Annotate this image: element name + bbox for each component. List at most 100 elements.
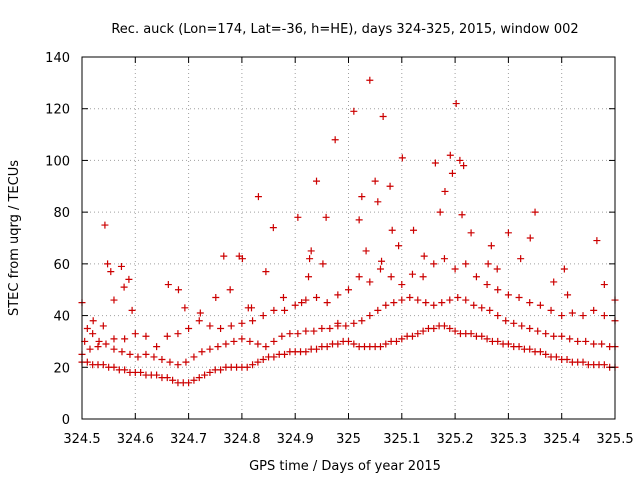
data-point bbox=[150, 353, 158, 361]
data-point bbox=[110, 335, 118, 343]
x-tick-label: 325.3 bbox=[490, 432, 527, 447]
data-point bbox=[550, 278, 558, 286]
data-point bbox=[259, 356, 267, 364]
data-point bbox=[270, 306, 278, 314]
x-tick-label: 325.2 bbox=[436, 432, 473, 447]
data-point bbox=[302, 348, 310, 356]
data-point bbox=[438, 299, 446, 307]
data-point bbox=[350, 319, 358, 327]
data-point bbox=[388, 226, 396, 234]
data-point bbox=[467, 330, 475, 338]
grid-lines bbox=[82, 57, 615, 419]
data-point bbox=[355, 273, 363, 281]
data-point bbox=[220, 252, 228, 260]
data-point bbox=[534, 327, 542, 335]
data-point bbox=[472, 273, 480, 281]
data-point bbox=[270, 337, 278, 345]
data-point bbox=[323, 343, 331, 351]
data-point bbox=[294, 213, 302, 221]
data-point bbox=[494, 312, 502, 320]
data-point bbox=[142, 332, 150, 340]
data-point bbox=[345, 286, 352, 294]
data-point bbox=[510, 319, 518, 327]
data-point bbox=[302, 327, 310, 335]
data-point bbox=[600, 361, 608, 369]
data-point bbox=[358, 317, 366, 325]
data-point bbox=[238, 319, 246, 327]
data-point bbox=[374, 198, 382, 206]
data-point bbox=[484, 260, 492, 268]
data-point bbox=[454, 293, 462, 301]
data-point bbox=[494, 337, 502, 345]
data-point bbox=[419, 273, 427, 281]
data-point bbox=[452, 100, 460, 108]
data-point bbox=[395, 242, 403, 250]
y-axis-ticks: 0 20 40 60 80 100 120 140 bbox=[45, 51, 615, 428]
data-point bbox=[142, 350, 150, 358]
data-point bbox=[166, 358, 174, 366]
data-point bbox=[201, 371, 209, 379]
data-point bbox=[158, 356, 166, 364]
data-point bbox=[448, 169, 456, 177]
data-point bbox=[483, 335, 491, 343]
data-point bbox=[536, 301, 544, 309]
data-point bbox=[281, 306, 289, 314]
data-point bbox=[94, 343, 102, 351]
x-tick-label: 324.6 bbox=[117, 432, 154, 447]
data-point bbox=[294, 330, 302, 338]
data-point bbox=[358, 193, 366, 201]
data-point bbox=[206, 368, 214, 376]
x-tick-label: 324.9 bbox=[277, 432, 314, 447]
data-point bbox=[174, 286, 182, 294]
data-point bbox=[305, 273, 313, 281]
data-point bbox=[378, 257, 386, 265]
data-points bbox=[78, 76, 619, 387]
data-point bbox=[110, 363, 118, 371]
data-point bbox=[600, 281, 608, 289]
data-point bbox=[313, 345, 321, 353]
data-point bbox=[478, 332, 486, 340]
data-point bbox=[550, 332, 558, 340]
data-point bbox=[222, 340, 230, 348]
data-point bbox=[121, 335, 129, 343]
data-point bbox=[458, 211, 466, 219]
data-point bbox=[164, 281, 172, 289]
data-point bbox=[600, 312, 608, 320]
data-point bbox=[99, 322, 107, 330]
data-point bbox=[174, 330, 182, 338]
data-point bbox=[243, 363, 251, 371]
y-tick-label: 20 bbox=[53, 361, 70, 376]
data-point bbox=[247, 304, 255, 312]
data-point bbox=[494, 286, 502, 294]
data-point bbox=[214, 343, 222, 351]
data-point bbox=[518, 322, 526, 330]
x-tick-label: 324.5 bbox=[63, 432, 100, 447]
data-point bbox=[582, 337, 590, 345]
data-point bbox=[89, 317, 97, 325]
y-tick-label: 120 bbox=[45, 103, 70, 118]
y-tick-label: 40 bbox=[53, 310, 70, 325]
data-point bbox=[390, 299, 398, 307]
x-tick-label: 324.7 bbox=[170, 432, 207, 447]
data-point bbox=[590, 306, 598, 314]
data-point bbox=[322, 213, 330, 221]
data-point bbox=[262, 343, 270, 351]
data-point bbox=[254, 340, 262, 348]
data-point bbox=[408, 332, 416, 340]
data-point bbox=[334, 340, 342, 348]
data-point bbox=[515, 343, 523, 351]
data-point bbox=[392, 337, 400, 345]
data-point bbox=[486, 306, 494, 314]
data-point bbox=[366, 76, 374, 84]
data-point bbox=[547, 306, 555, 314]
data-point bbox=[174, 361, 182, 369]
data-point bbox=[110, 345, 118, 353]
data-point bbox=[440, 255, 448, 263]
data-point bbox=[99, 361, 107, 369]
data-point bbox=[306, 255, 314, 263]
data-point bbox=[278, 332, 286, 340]
data-point bbox=[430, 260, 438, 268]
data-point bbox=[451, 327, 459, 335]
data-point bbox=[196, 309, 204, 317]
y-tick-label: 0 bbox=[62, 413, 70, 428]
